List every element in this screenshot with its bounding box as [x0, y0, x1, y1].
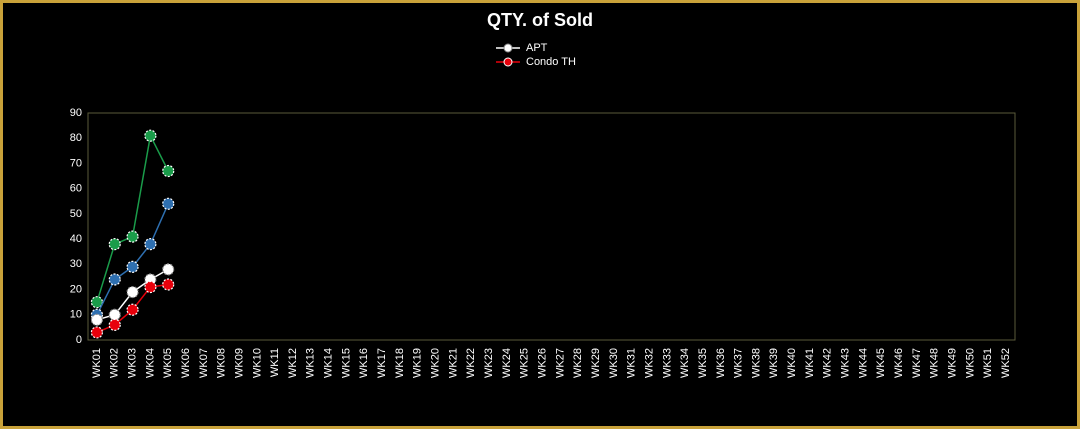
x-tick-label: WK02	[109, 348, 121, 378]
x-tick-label: WK50	[964, 348, 976, 378]
point	[162, 263, 175, 276]
x-tick-label: WK12	[287, 348, 299, 378]
x-tick-label: WK36	[715, 348, 727, 378]
x-tick-label: WK14	[323, 348, 335, 378]
y-tick-label: 80	[70, 132, 82, 144]
y-tick-label: 0	[76, 334, 82, 346]
x-tick-label: WK18	[394, 348, 406, 378]
point	[108, 318, 121, 331]
x-tick-label: WK06	[180, 348, 192, 378]
x-tick-label: WK37	[733, 348, 745, 378]
point	[90, 296, 104, 309]
point	[144, 280, 157, 294]
x-tick-label: WK30	[608, 348, 620, 378]
x-tick-label: WK22	[465, 348, 477, 378]
x-tick-label: WK23	[483, 348, 495, 378]
point	[90, 326, 104, 339]
x-tick-label: WK44	[857, 348, 869, 378]
x-tick-label: WK03	[126, 348, 138, 378]
point	[108, 273, 121, 286]
y-tick-label: 10	[70, 309, 82, 321]
y-tick-label: 20	[70, 283, 82, 295]
chart-title: QTY. of Sold	[487, 10, 593, 30]
y-tick-label: 50	[70, 208, 82, 220]
x-tick-label: WK09	[233, 348, 245, 378]
point	[126, 285, 139, 299]
x-tick-label: WK29	[590, 348, 602, 378]
x-tick-label: WK11	[269, 348, 281, 377]
point	[90, 313, 104, 326]
x-tick-label: WK31	[626, 348, 638, 378]
plot-area	[87, 112, 1016, 341]
legend-marker	[503, 57, 513, 67]
x-tick-label: WK32	[643, 348, 655, 378]
x-tick-label: WK24	[501, 348, 513, 378]
point	[126, 303, 139, 316]
y-tick-label: 90	[70, 107, 82, 119]
x-tick-label: WK33	[661, 348, 673, 378]
x-tick-label: WK51	[982, 348, 994, 378]
x-tick-label: WK13	[305, 348, 317, 378]
point	[144, 238, 157, 251]
point	[126, 260, 139, 273]
x-tick-label: WK38	[750, 348, 762, 378]
x-tick-label: WK15	[340, 348, 352, 378]
x-tick-label: WK40	[786, 348, 798, 378]
y-tick-label: 60	[70, 183, 82, 195]
x-tick-label: WK45	[875, 348, 887, 378]
x-tick-label: WK21	[447, 348, 459, 378]
x-tick-label: WK19	[412, 348, 424, 378]
x-tick-label: WK07	[198, 348, 210, 378]
point	[108, 238, 121, 251]
x-tick-label: WK47	[911, 348, 923, 378]
legend-label: Condo TH	[526, 56, 576, 68]
x-tick-label: WK39	[768, 348, 780, 378]
x-tick-label: WK41	[804, 348, 816, 378]
x-tick-label: WK26	[536, 348, 548, 378]
point	[144, 129, 157, 142]
y-tick-label: 30	[70, 258, 82, 270]
x-tick-label: WK42	[822, 348, 834, 378]
x-tick-label: WK27	[554, 348, 566, 378]
legend-marker	[503, 43, 513, 53]
x-tick-label: WK34	[679, 348, 691, 378]
x-tick-label: WK20	[430, 348, 442, 378]
point	[162, 197, 175, 210]
x-tick-label: WK05	[162, 348, 174, 378]
x-tick-label: WK46	[893, 348, 905, 378]
x-tick-label: WK35	[697, 348, 709, 378]
point	[162, 278, 175, 291]
x-tick-label: WK43	[840, 348, 852, 378]
y-tick-label: 70	[70, 157, 82, 169]
x-tick-label: WK08	[216, 348, 228, 378]
x-tick-label: WK52	[1000, 348, 1012, 378]
point	[126, 230, 139, 243]
point	[108, 308, 121, 321]
x-tick-label: WK48	[929, 348, 941, 378]
y-tick-label: 40	[70, 233, 82, 245]
x-tick-label: WK28	[572, 348, 584, 378]
x-tick-label: WK17	[376, 348, 388, 378]
x-tick-label: WK04	[144, 348, 156, 378]
x-tick-label: WK49	[947, 348, 959, 378]
x-tick-label: WK01	[91, 348, 103, 378]
x-tick-label: WK10	[251, 348, 263, 378]
x-tick-label: WK25	[519, 348, 531, 378]
point	[162, 164, 175, 178]
x-tick-label: WK16	[358, 348, 370, 378]
legend-label: APT	[526, 42, 548, 54]
